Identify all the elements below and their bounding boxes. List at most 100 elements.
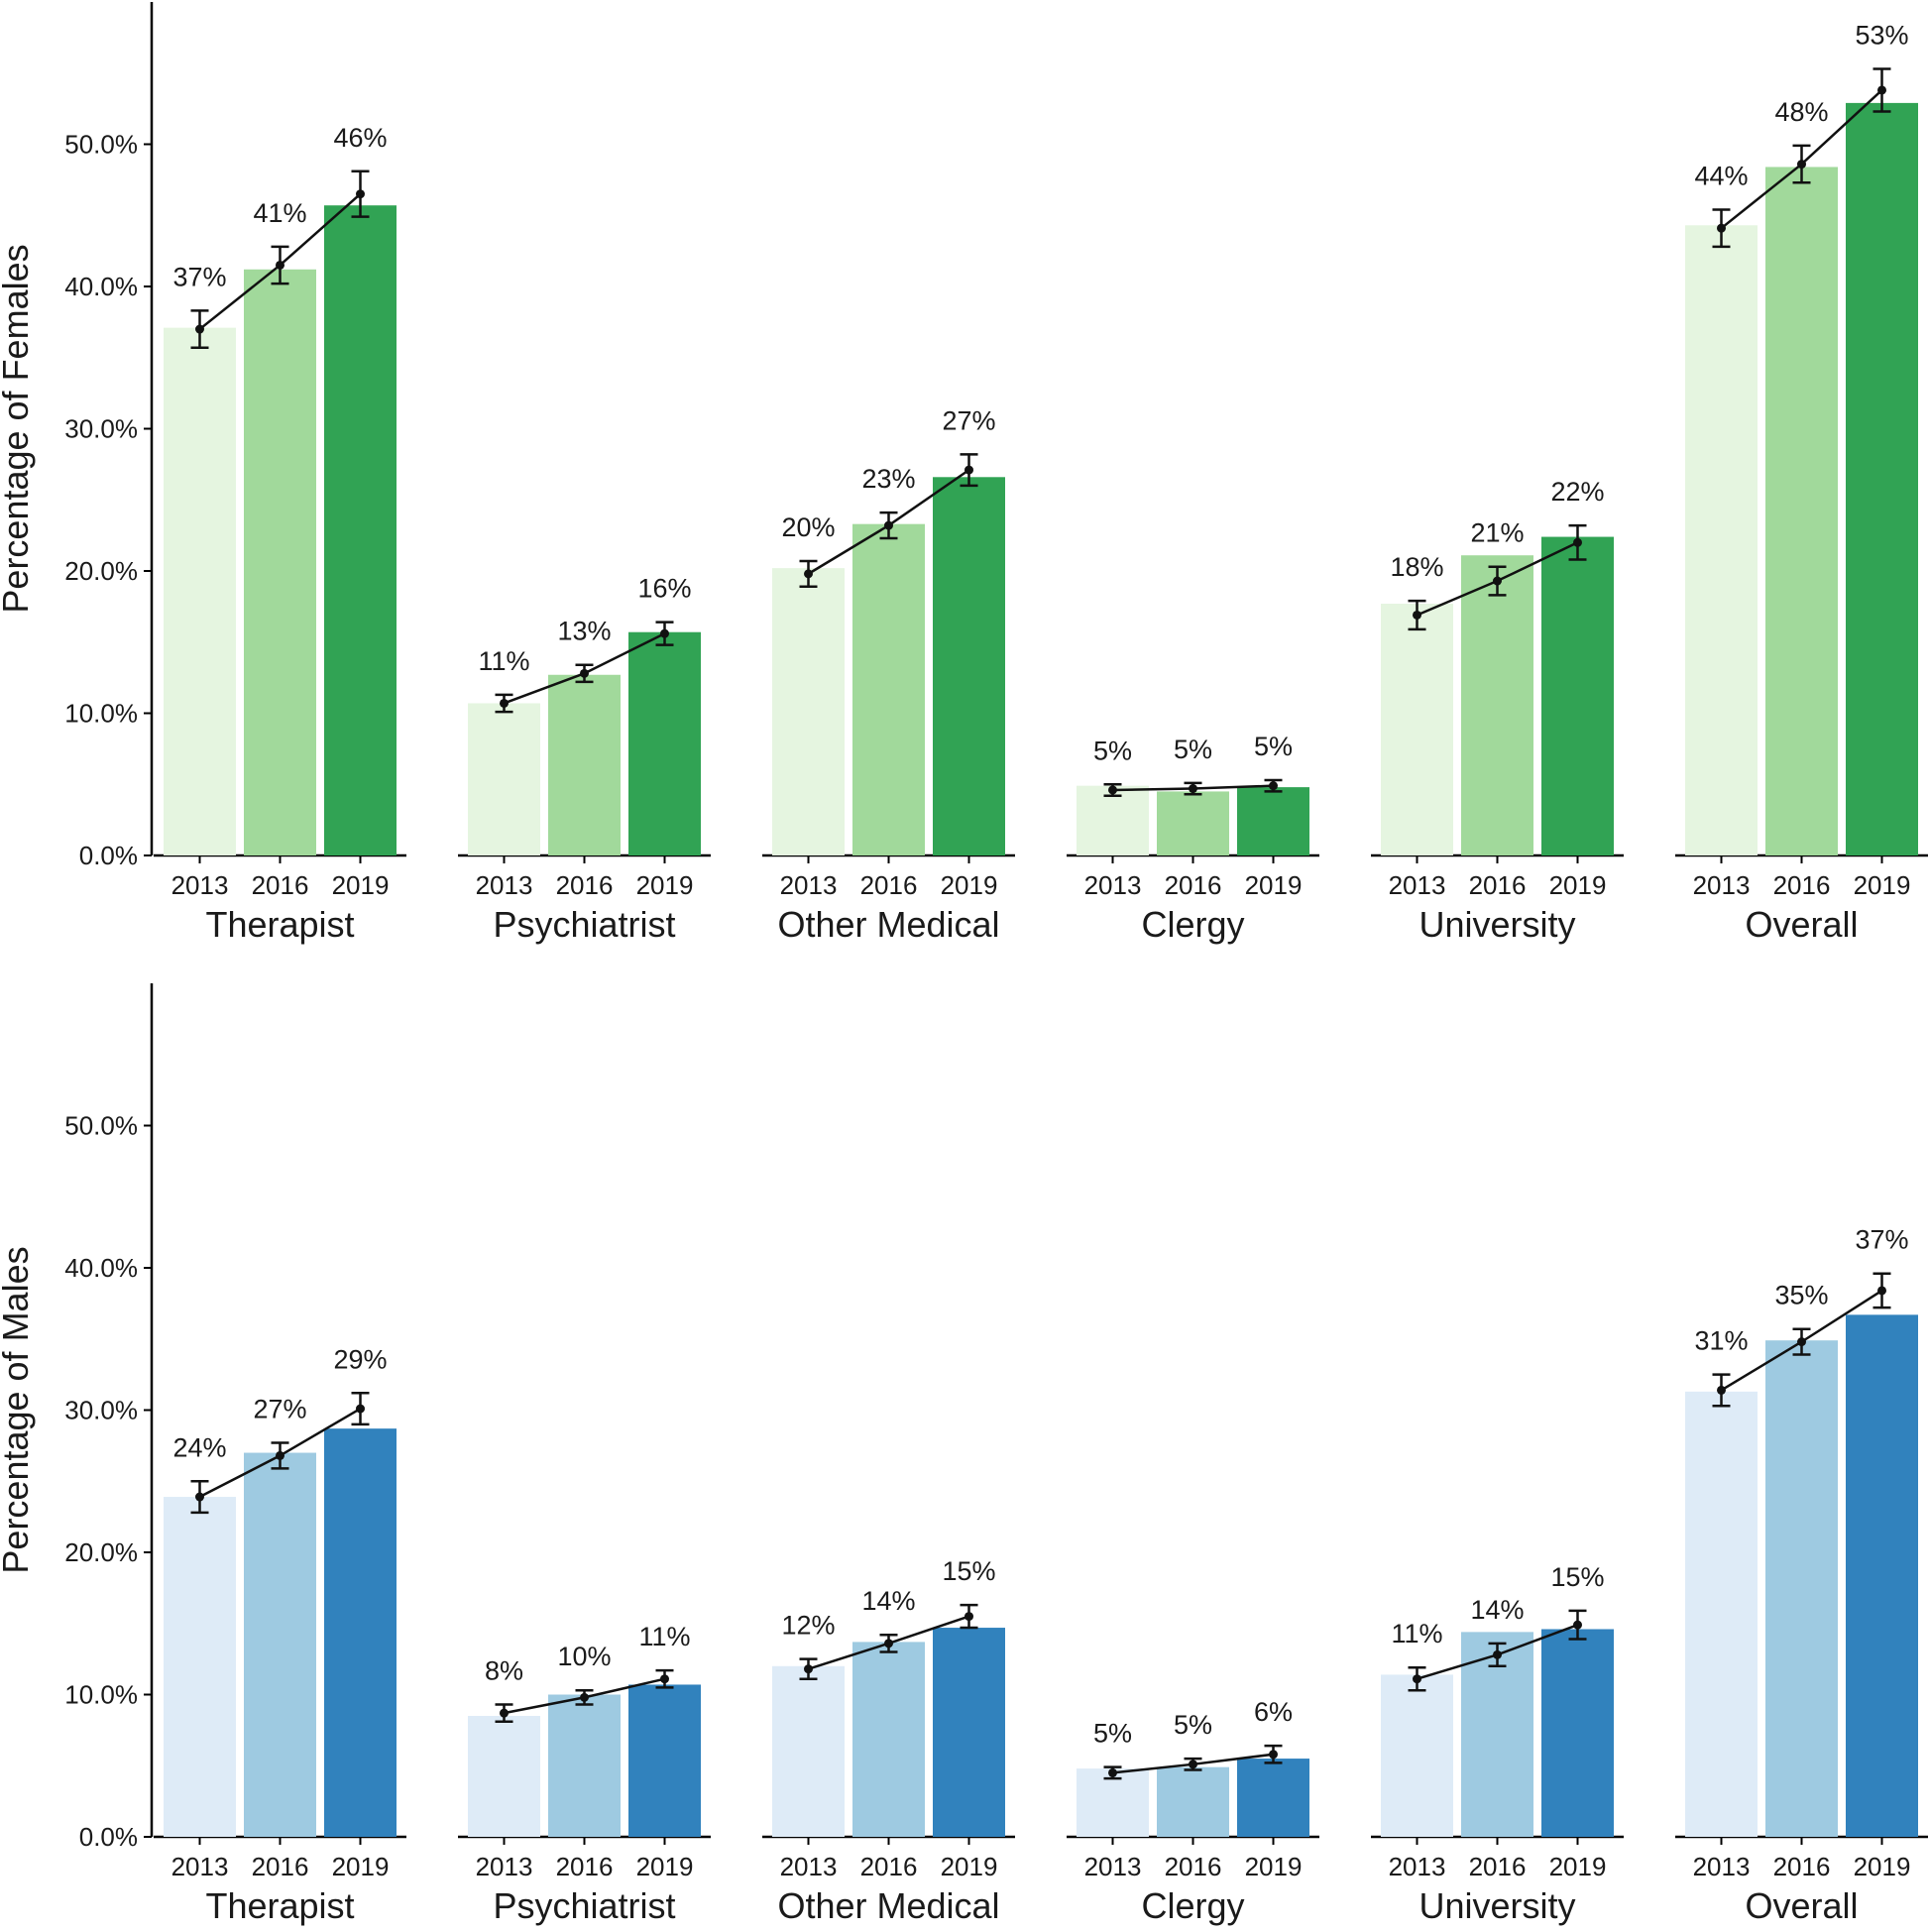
data-point bbox=[276, 260, 284, 270]
data-label: 37% bbox=[1855, 1225, 1908, 1255]
data-point bbox=[580, 1692, 589, 1702]
y-tick-label: 20.0% bbox=[64, 1537, 138, 1567]
x-tick-label: 2019 bbox=[1854, 1852, 1911, 1881]
data-point bbox=[500, 698, 509, 708]
y-tick-label: 30.0% bbox=[64, 1396, 138, 1425]
data-point bbox=[1573, 1620, 1582, 1630]
x-tick-label: 2019 bbox=[1245, 1852, 1303, 1881]
bar-clergy-2016 bbox=[1157, 791, 1229, 855]
x-tick-label: 2016 bbox=[1469, 1852, 1527, 1881]
data-point bbox=[884, 520, 893, 530]
x-tick-label: 2013 bbox=[1693, 1852, 1751, 1881]
bar-clergy-2013 bbox=[1077, 785, 1149, 855]
data-label: 16% bbox=[637, 574, 691, 604]
y-tick-label: 10.0% bbox=[64, 699, 138, 729]
x-tick-label: 2016 bbox=[1469, 870, 1527, 900]
x-tick-label: 2016 bbox=[252, 1852, 309, 1881]
data-label: 10% bbox=[557, 1642, 611, 1671]
data-label: 48% bbox=[1774, 97, 1828, 127]
x-tick-label: 2013 bbox=[476, 1852, 533, 1881]
x-tick-label: 2019 bbox=[1245, 870, 1303, 900]
data-label: 22% bbox=[1550, 477, 1604, 507]
x-tick-label: 2013 bbox=[1084, 1852, 1142, 1881]
y-tick-label: 10.0% bbox=[64, 1680, 138, 1710]
group-therapist: 2013 2016 2019 24% 27% 29% Therapist bbox=[154, 1344, 406, 1926]
bar-clergy-2019 bbox=[1237, 1759, 1309, 1837]
data-point bbox=[1717, 1385, 1726, 1395]
category-label: Therapist bbox=[205, 1885, 354, 1926]
category-label: Other Medical bbox=[777, 1885, 999, 1926]
bar-university-2019 bbox=[1541, 1629, 1614, 1837]
bar-therapist-2013 bbox=[164, 327, 236, 855]
data-point bbox=[1189, 1760, 1197, 1769]
bar-university-2013 bbox=[1381, 604, 1453, 855]
group-university: 2013 2016 2019 18% 21% 22% University bbox=[1371, 477, 1624, 945]
category-label: University bbox=[1418, 904, 1575, 945]
group-clergy: 2013 2016 2019 5% 5% 6% Clergy bbox=[1067, 1697, 1319, 1926]
bar-overall-2013 bbox=[1685, 1391, 1758, 1837]
x-tick-label: 2019 bbox=[636, 1852, 694, 1881]
data-point bbox=[1717, 223, 1726, 233]
y-tick-label: 30.0% bbox=[64, 414, 138, 444]
data-label: 14% bbox=[861, 1586, 915, 1616]
chart-panel-top: 0.0% 10.0% 20.0% 30.0% 40.0% 50.0% Percentage … bbox=[0, 2, 1928, 945]
data-point bbox=[1877, 85, 1886, 95]
bar-overall-2016 bbox=[1765, 167, 1838, 855]
data-label: 5% bbox=[1174, 735, 1212, 764]
group-clergy: 2013 2016 2019 5% 5% 5% Clergy bbox=[1067, 732, 1319, 945]
data-label: 27% bbox=[253, 1395, 306, 1424]
data-label: 11% bbox=[638, 1622, 690, 1651]
bar-other-medical-2016 bbox=[852, 523, 925, 855]
data-label: 31% bbox=[1694, 1326, 1748, 1356]
x-tick-label: 2016 bbox=[1773, 1852, 1831, 1881]
x-tick-label: 2016 bbox=[556, 870, 614, 900]
category-label: Overall bbox=[1745, 904, 1858, 945]
group-therapist: 2013 2016 2019 37% 41% 46% Therapist bbox=[154, 123, 406, 945]
y-tick-label: 0.0% bbox=[79, 841, 138, 870]
data-label: 20% bbox=[781, 512, 835, 542]
data-point bbox=[1877, 1286, 1886, 1296]
group-overall: 2013 2016 2019 44% 48% 53% Overall bbox=[1675, 20, 1928, 945]
data-point bbox=[1108, 785, 1117, 795]
x-tick-label: 2016 bbox=[860, 870, 918, 900]
data-label: 46% bbox=[333, 123, 387, 153]
group-other-medical: 2013 2016 2019 20% 23% 27% Other Medical bbox=[762, 405, 1015, 945]
data-label: 8% bbox=[485, 1656, 523, 1686]
x-tick-label: 2016 bbox=[860, 1852, 918, 1881]
data-point bbox=[195, 1492, 204, 1502]
category-label: Other Medical bbox=[777, 904, 999, 945]
bar-university-2013 bbox=[1381, 1674, 1453, 1837]
category-label: Overall bbox=[1745, 1885, 1858, 1926]
data-point bbox=[195, 324, 204, 334]
data-point bbox=[660, 1674, 669, 1684]
group-other-medical: 2013 2016 2019 12% 14% 15% Other Medical bbox=[762, 1556, 1015, 1926]
x-tick-label: 2013 bbox=[1084, 870, 1142, 900]
category-label: Psychiatrist bbox=[493, 904, 675, 945]
bar-clergy-2013 bbox=[1077, 1768, 1149, 1837]
data-label: 6% bbox=[1254, 1697, 1293, 1727]
x-tick-label: 2013 bbox=[1389, 1852, 1446, 1881]
data-point bbox=[1493, 1649, 1502, 1659]
group-overall: 2013 2016 2019 31% 35% 37% Overall bbox=[1675, 1225, 1928, 1926]
x-tick-label: 2019 bbox=[941, 1852, 998, 1881]
y-axis-title: Percentage of Females bbox=[0, 244, 36, 613]
bar-therapist-2016 bbox=[244, 1452, 316, 1837]
data-point bbox=[1189, 784, 1197, 794]
chart-panel-bottom: 0.0% 10.0% 20.0% 30.0% 40.0% 50.0% Percentage … bbox=[0, 983, 1928, 1926]
data-label: 15% bbox=[942, 1556, 995, 1586]
data-point bbox=[804, 569, 813, 579]
bar-overall-2013 bbox=[1685, 225, 1758, 856]
data-label: 5% bbox=[1254, 732, 1293, 761]
bar-university-2016 bbox=[1461, 555, 1533, 855]
category-label: Clergy bbox=[1141, 904, 1244, 945]
data-label: 15% bbox=[1550, 1562, 1604, 1592]
bar-therapist-2019 bbox=[324, 205, 397, 855]
x-tick-label: 2013 bbox=[171, 870, 229, 900]
x-tick-label: 2019 bbox=[332, 870, 390, 900]
data-point bbox=[1573, 537, 1582, 547]
bar-therapist-2016 bbox=[244, 269, 316, 855]
bar-university-2019 bbox=[1541, 536, 1614, 855]
data-label: 35% bbox=[1774, 1281, 1828, 1310]
bar-other-medical-2019 bbox=[933, 1628, 1005, 1837]
